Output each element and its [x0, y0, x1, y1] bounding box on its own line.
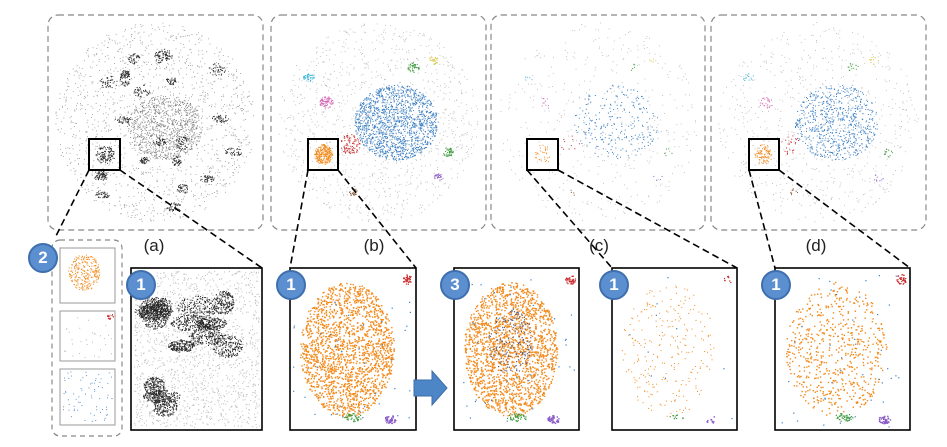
badge-zoom-a: 1 [126, 270, 156, 300]
selection-box-a[interactable] [88, 138, 121, 171]
badge-zoom-b: 1 [276, 270, 306, 300]
zoom-panel-c-frame [611, 267, 738, 431]
panel-c-frame [490, 14, 706, 231]
thumbnail-column-frame [51, 239, 123, 437]
selection-box-d[interactable] [748, 138, 780, 171]
caption-d: (d) [805, 236, 827, 255]
panel-a-frame [47, 14, 264, 231]
badge-zoom-b-modified: 3 [440, 270, 470, 300]
scatter-d [718, 22, 919, 223]
badge-zoom-d: 1 [761, 270, 791, 300]
thumbnail-blue[interactable] [59, 368, 116, 426]
zoom-panel-d-frame [774, 267, 911, 431]
zoom-connectors [54, 169, 911, 269]
thumbnail-orange[interactable] [59, 247, 116, 304]
thumbnail-red[interactable] [59, 310, 116, 362]
caption-b: (b) [363, 236, 385, 255]
badge-legend-panel: 2 [28, 243, 58, 273]
right-arrow-icon [413, 369, 448, 407]
caption-c: (c) [589, 236, 609, 255]
badge-zoom-c: 1 [599, 270, 629, 300]
caption-a: (a) [143, 236, 165, 255]
selection-box-b[interactable] [307, 138, 339, 171]
thumbnail-points [63, 254, 114, 422]
scatter-c [500, 22, 697, 221]
scatter-a [55, 22, 254, 222]
zoom-points [134, 271, 907, 428]
selection-box-c[interactable] [526, 138, 559, 171]
scatter-b [278, 23, 479, 223]
